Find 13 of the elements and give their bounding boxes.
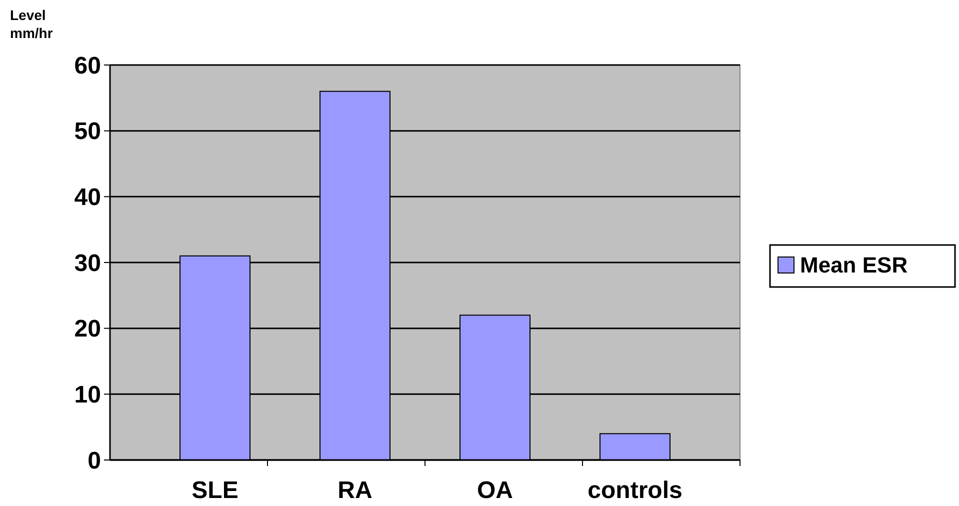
legend-label: Mean ESR (800, 252, 908, 278)
y-axis-title: Level mm/hr (10, 7, 54, 41)
y-tick-label: 30 (74, 250, 101, 277)
y-tick-label: 10 (74, 382, 101, 409)
x-tick-label: RA (338, 477, 372, 504)
y-tick-label: 60 (74, 52, 101, 80)
y-tick-label: 40 (74, 184, 101, 212)
y-tick-label: 50 (74, 118, 101, 146)
x-tick-label: OA (477, 477, 513, 504)
y-tick-label: 20 (74, 316, 101, 343)
x-tick-label: SLE (192, 477, 238, 504)
y-tick-label: 0 (88, 447, 101, 474)
x-tick-label: controls (588, 477, 682, 504)
